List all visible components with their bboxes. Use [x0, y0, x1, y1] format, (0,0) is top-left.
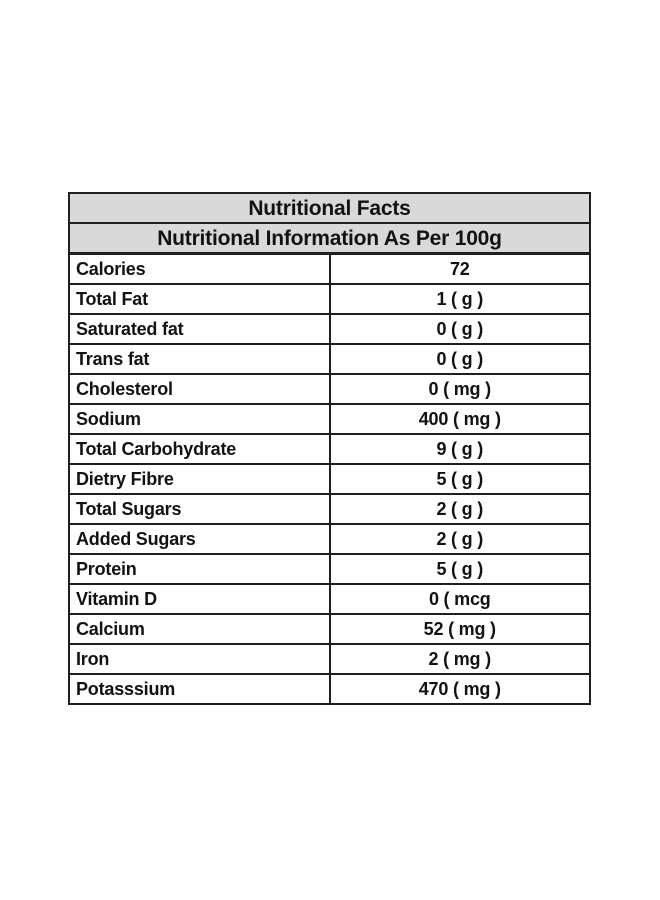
table-row: Total Fat 1 ( g ) — [68, 283, 591, 315]
table-row: Vitamin D 0 ( mcg — [68, 583, 591, 615]
table-row: Calories 72 — [68, 252, 591, 285]
table-row: Trans fat 0 ( g ) — [68, 343, 591, 375]
nutrition-facts-table: Nutritional Facts Nutritional Informatio… — [68, 192, 591, 705]
nutrient-label: Potasssium — [68, 673, 331, 705]
table-row: Potasssium 470 ( mg ) — [68, 673, 591, 705]
nutrient-value: 2 ( g ) — [328, 493, 591, 525]
table-row: Added Sugars 2 ( g ) — [68, 523, 591, 555]
nutrient-label: Total Sugars — [68, 493, 331, 525]
nutrient-label: Total Carbohydrate — [68, 433, 331, 465]
nutrient-value: 0 ( mcg — [328, 583, 591, 615]
nutrient-label: Sodium — [68, 403, 331, 435]
nutrient-value: 470 ( mg ) — [328, 673, 591, 705]
table-row: Cholesterol 0 ( mg ) — [68, 373, 591, 405]
nutrient-value: 400 ( mg ) — [328, 403, 591, 435]
nutrient-value: 0 ( mg ) — [328, 373, 591, 405]
nutrient-label: Calcium — [68, 613, 331, 645]
nutrient-value: 5 ( g ) — [328, 553, 591, 585]
nutrient-value: 52 ( mg ) — [328, 613, 591, 645]
nutrient-label: Iron — [68, 643, 331, 675]
table-row: Iron 2 ( mg ) — [68, 643, 591, 675]
table-title-row: Nutritional Facts — [68, 192, 591, 224]
nutrient-label: Calories — [68, 252, 331, 285]
nutrient-value: 9 ( g ) — [328, 433, 591, 465]
table-row: Protein 5 ( g ) — [68, 553, 591, 585]
nutrient-value: 1 ( g ) — [328, 283, 591, 315]
nutrient-label: Protein — [68, 553, 331, 585]
nutrient-label: Dietry Fibre — [68, 463, 331, 495]
nutrient-label: Added Sugars — [68, 523, 331, 555]
nutrient-label: Saturated fat — [68, 313, 331, 345]
nutrient-value: 72 — [328, 252, 591, 285]
table-subtitle: Nutritional Information As Per 100g — [68, 222, 591, 255]
table-row: Total Carbohydrate 9 ( g ) — [68, 433, 591, 465]
nutrient-value: 2 ( mg ) — [328, 643, 591, 675]
table-row: Sodium 400 ( mg ) — [68, 403, 591, 435]
table-subtitle-row: Nutritional Information As Per 100g — [68, 222, 591, 255]
nutrient-value: 5 ( g ) — [328, 463, 591, 495]
table-row: Calcium 52 ( mg ) — [68, 613, 591, 645]
nutrient-label: Cholesterol — [68, 373, 331, 405]
table-row: Total Sugars 2 ( g ) — [68, 493, 591, 525]
nutrient-label: Vitamin D — [68, 583, 331, 615]
table-row: Saturated fat 0 ( g ) — [68, 313, 591, 345]
nutrient-value: 0 ( g ) — [328, 343, 591, 375]
nutrient-label: Total Fat — [68, 283, 331, 315]
nutrient-value: 2 ( g ) — [328, 523, 591, 555]
nutrient-value: 0 ( g ) — [328, 313, 591, 345]
nutrient-label: Trans fat — [68, 343, 331, 375]
table-row: Dietry Fibre 5 ( g ) — [68, 463, 591, 495]
table-title: Nutritional Facts — [68, 192, 591, 224]
